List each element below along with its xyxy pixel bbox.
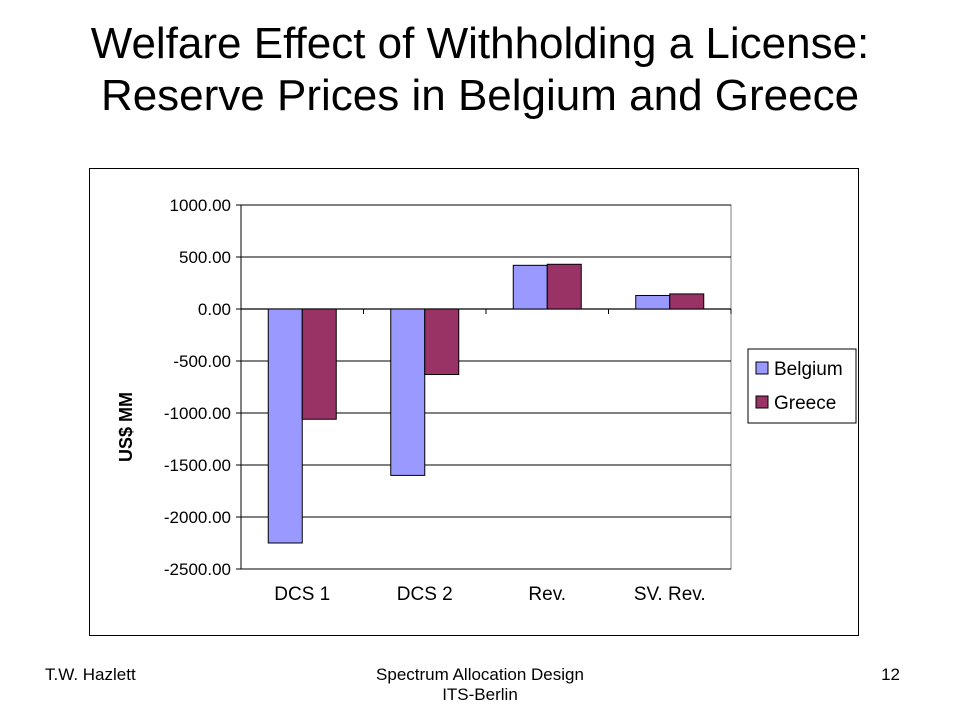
footer-page-number: 12 — [881, 665, 900, 684]
y-tick-label: 1000.00 — [170, 196, 231, 215]
bar-belgium — [635, 294, 671, 310]
footer-presentation-title: Spectrum Allocation Design — [376, 665, 584, 684]
y-tick-label: -2500.00 — [164, 560, 231, 579]
slide-title-line-2: Reserve Prices in Belgium and Greece — [100, 71, 860, 120]
y-tick-label: 0.00 — [198, 300, 231, 319]
y-tick-label: -1500.00 — [164, 456, 231, 475]
slide-title: Welfare Effect of Withholding a License:… — [0, 18, 960, 122]
x-tick-label: DCS 1 — [274, 584, 330, 605]
footer-author: T.W. Hazlett — [45, 665, 136, 684]
x-tick-label: SV. Rev. — [634, 584, 706, 605]
bar-belgium — [267, 308, 303, 544]
bar-belgium — [390, 308, 426, 476]
chart-frame: 1000.00 500.00 0.00 -500.00 -1000.00 -1500.00… — [89, 168, 859, 636]
slide-title-line-1: Welfare Effect of Withholding a License: — [90, 19, 870, 68]
bar-greece — [546, 263, 582, 310]
legend-swatch-belgium — [755, 361, 769, 375]
y-tick-label: -2000.00 — [164, 508, 231, 527]
bar-greece — [301, 308, 337, 420]
bar-greece — [424, 308, 460, 376]
legend-label-belgium: Belgium — [774, 359, 843, 380]
y-tick-label: -500.00 — [173, 352, 231, 371]
legend-swatch-greece — [755, 395, 769, 409]
legend-box — [747, 348, 857, 424]
footer-center: Spectrum Allocation Design ITS-Berlin — [330, 665, 630, 705]
y-axis-label: US$ MM — [116, 392, 136, 462]
legend-label-greece: Greece — [774, 393, 836, 414]
y-tick-label: -1000.00 — [164, 404, 231, 423]
x-tick-label: Rev. — [528, 584, 566, 605]
y-tick-label: 500.00 — [179, 248, 231, 267]
bar-chart: 1000.00 500.00 0.00 -500.00 -1000.00 -1500.00… — [116, 196, 857, 605]
bar-belgium — [512, 264, 548, 310]
x-tick-label: DCS 2 — [397, 584, 453, 605]
bar-greece — [669, 293, 705, 310]
footer-venue: ITS-Berlin — [442, 685, 518, 704]
